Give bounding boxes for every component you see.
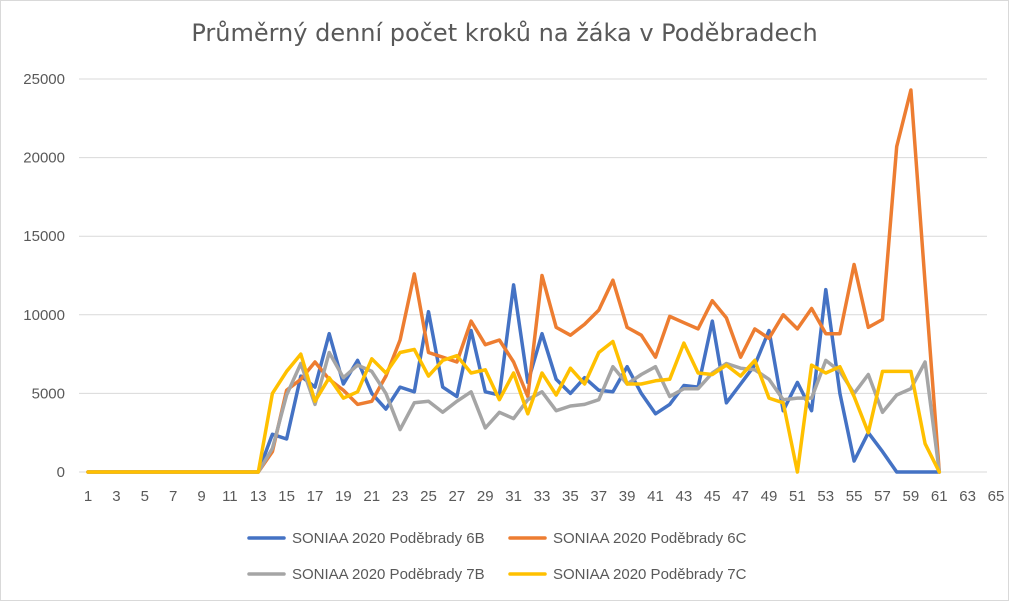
x-tick-label: 33 [534, 488, 551, 505]
y-tick-label: 15000 [23, 228, 65, 245]
x-tick-label: 11 [222, 488, 238, 505]
x-tick-label: 45 [704, 488, 721, 505]
x-tick-label: 5 [141, 488, 149, 505]
x-tick-label: 59 [903, 488, 920, 505]
x-tick-label: 29 [477, 488, 494, 505]
x-tick-label: 35 [562, 488, 579, 505]
y-tick-label: 0 [57, 464, 65, 481]
series-line-2 [86, 88, 942, 474]
x-tick-label: 31 [505, 488, 522, 505]
chart-title: Průměrný denní počet kroků na žáka v Pod… [191, 19, 818, 47]
x-tick-label: 9 [197, 488, 205, 505]
legend-label: SONIAA 2020 Poděbrady 7C [553, 566, 747, 583]
series-lines [86, 88, 942, 474]
x-tick-label: 65 [988, 488, 1005, 505]
x-tick-label: 63 [959, 488, 976, 505]
x-tick-label: 57 [874, 488, 891, 505]
x-tick-label: 41 [647, 488, 664, 505]
y-tick-label: 5000 [32, 385, 65, 402]
legend-label: SONIAA 2020 Poděbrady 6B [292, 530, 485, 547]
x-tick-label: 27 [449, 488, 466, 505]
x-tick-label: 15 [278, 488, 295, 505]
x-axis-ticks: 1 3 5 7 9 11 13 15 17 19 21 23 25 27 29 31 33 35 37 39 41 43 4… [84, 488, 1005, 505]
legend-label: SONIAA 2020 Poděbrady 7B [292, 566, 485, 583]
y-tick-label: 25000 [23, 71, 65, 88]
y-tick-label: 10000 [23, 307, 65, 324]
x-tick-label: 23 [392, 488, 409, 505]
x-tick-label: 17 [307, 488, 324, 505]
x-tick-label: 55 [846, 488, 863, 505]
x-tick-label: 25 [420, 488, 437, 505]
x-tick-label: 1 [84, 488, 92, 505]
series-line-4 [86, 339, 942, 474]
x-tick-label: 19 [335, 488, 352, 505]
x-tick-label: 51 [789, 488, 806, 505]
legend-label: SONIAA 2020 Poděbrady 6C [553, 530, 747, 547]
x-tick-label: 37 [590, 488, 607, 505]
legend: SONIAA 2020 Poděbrady 6B SONIAA 2020 Podě… [247, 530, 747, 583]
x-tick-label: 53 [817, 488, 834, 505]
x-tick-label: 3 [112, 488, 120, 505]
x-tick-label: 39 [619, 488, 636, 505]
x-tick-label: 49 [761, 488, 778, 505]
x-tick-label: 47 [732, 488, 749, 505]
x-tick-label: 61 [931, 488, 948, 505]
x-tick-label: 21 [363, 488, 380, 505]
x-tick-label: 7 [169, 488, 177, 505]
x-tick-label: 13 [250, 488, 267, 505]
y-axis-ticks: 0 5000 10000 15000 20000 25000 [23, 71, 65, 481]
x-tick-label: 43 [676, 488, 693, 505]
y-tick-label: 20000 [23, 150, 65, 167]
